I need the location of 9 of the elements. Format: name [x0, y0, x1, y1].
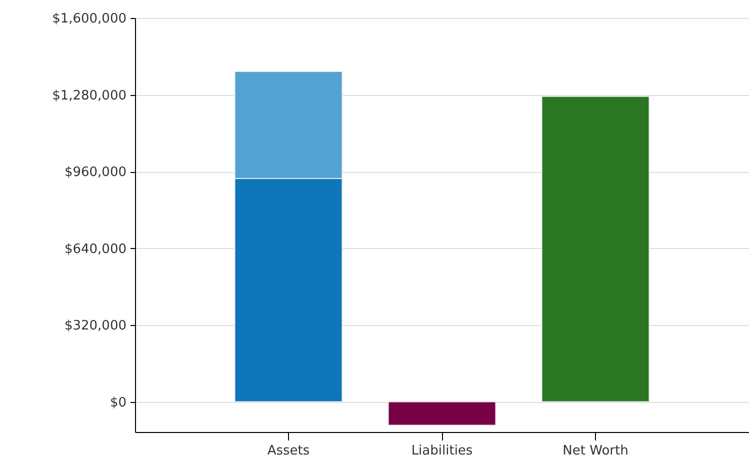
x-tick-label: Liabilities	[411, 444, 473, 458]
y-tick-label: $960,000	[64, 165, 126, 180]
y-tick-label: $640,000	[64, 242, 126, 257]
y-tick-label: $0	[110, 395, 126, 410]
x-tick-label: Assets	[267, 444, 310, 458]
y-tick-label: $1,280,000	[52, 88, 126, 104]
y-tick-label: $320,000	[64, 318, 126, 334]
y-tick-label: $1,600,000	[52, 12, 126, 26]
x-tick-label: Net Worth	[562, 444, 628, 458]
